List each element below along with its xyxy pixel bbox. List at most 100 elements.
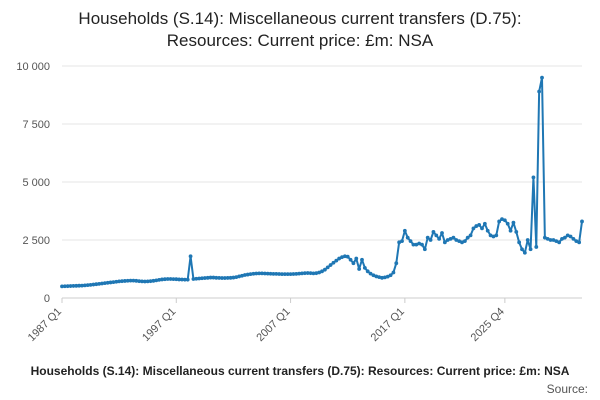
data-point	[554, 239, 559, 244]
data-point	[157, 278, 162, 282]
data-point	[534, 245, 539, 249]
data-point	[82, 283, 87, 288]
data-point	[417, 241, 422, 246]
data-point	[580, 219, 584, 224]
data-point	[342, 254, 347, 259]
data-point	[94, 282, 99, 287]
data-point	[217, 276, 222, 280]
data-point	[488, 233, 493, 238]
data-point	[291, 272, 296, 276]
data-point	[111, 280, 116, 285]
data-point	[514, 229, 519, 234]
data-point	[65, 284, 70, 289]
data-point	[134, 278, 139, 283]
data-point	[334, 258, 339, 263]
x-tick-label: 2007 Q1	[254, 306, 292, 344]
data-point	[205, 275, 210, 280]
data-point	[468, 233, 473, 238]
data-point	[300, 271, 304, 276]
data-point	[265, 271, 270, 276]
data-point	[568, 234, 573, 239]
data-point	[371, 273, 376, 278]
data-point	[414, 242, 419, 247]
data-point	[100, 281, 104, 286]
data-point	[60, 284, 64, 289]
data-point	[80, 283, 84, 288]
data-point	[237, 274, 242, 279]
data-point	[151, 278, 156, 283]
data-point	[377, 275, 382, 280]
data-point	[308, 271, 313, 276]
data-point	[345, 254, 350, 259]
y-tick-label: 0	[44, 293, 50, 305]
data-point	[525, 238, 530, 242]
data-point	[305, 271, 310, 275]
data-point	[314, 271, 319, 276]
data-point	[288, 272, 293, 277]
data-point	[117, 279, 122, 284]
data-point	[340, 255, 344, 260]
data-point	[168, 277, 173, 281]
data-point	[74, 283, 79, 288]
data-point	[480, 226, 484, 231]
data-point	[494, 233, 499, 238]
data-point	[154, 278, 159, 283]
data-point	[360, 257, 364, 262]
data-point	[280, 272, 284, 277]
data-point	[294, 271, 299, 276]
source-label: Source:	[547, 382, 588, 396]
data-point	[460, 240, 464, 245]
y-axis-tick-labels: 0 2 500 5 000 7 500 10 000	[16, 61, 50, 305]
x-tick-label: 1987 Q1	[26, 306, 64, 344]
data-point	[337, 256, 342, 261]
data-point	[528, 247, 533, 252]
data-point	[577, 240, 582, 245]
data-point	[440, 231, 444, 235]
chart-title-line-1: Households (S.14): Miscellaneous current…	[78, 9, 521, 28]
data-point	[422, 247, 427, 252]
data-point	[328, 263, 333, 267]
data-point	[120, 279, 124, 284]
data-point	[520, 247, 524, 252]
data-point	[211, 275, 216, 280]
data-point	[511, 220, 516, 225]
data-point	[202, 276, 207, 280]
data-point	[471, 226, 476, 231]
y-tick-label: 7 500	[22, 119, 50, 131]
data-point	[88, 282, 93, 287]
data-point	[102, 281, 107, 286]
data-point	[348, 257, 353, 262]
data-point	[560, 236, 564, 241]
y-tick-label: 2 500	[22, 235, 50, 247]
data-point	[485, 228, 490, 233]
data-point	[517, 240, 522, 245]
data-point	[420, 242, 424, 247]
data-point	[545, 236, 550, 241]
data-point	[448, 236, 453, 241]
data-point	[454, 238, 459, 242]
data-point	[385, 274, 390, 279]
data-point	[297, 271, 302, 276]
data-point	[140, 279, 144, 284]
data-point	[191, 277, 196, 281]
data-point	[248, 272, 253, 277]
x-tick-label: 2025 Q4	[469, 306, 507, 344]
data-point	[162, 277, 167, 282]
data-point	[557, 240, 562, 245]
data-point	[351, 261, 356, 266]
data-point	[174, 277, 179, 282]
data-point	[180, 277, 184, 282]
data-point	[197, 276, 202, 281]
data-point	[522, 250, 527, 255]
data-point	[320, 269, 324, 274]
data-point	[165, 277, 170, 281]
data-point	[91, 282, 96, 287]
data-point	[354, 256, 359, 261]
data-point	[254, 271, 259, 276]
data-point	[394, 261, 399, 266]
data-point	[502, 218, 507, 223]
data-point	[374, 274, 379, 279]
data-point	[442, 240, 447, 245]
data-point	[302, 271, 307, 276]
